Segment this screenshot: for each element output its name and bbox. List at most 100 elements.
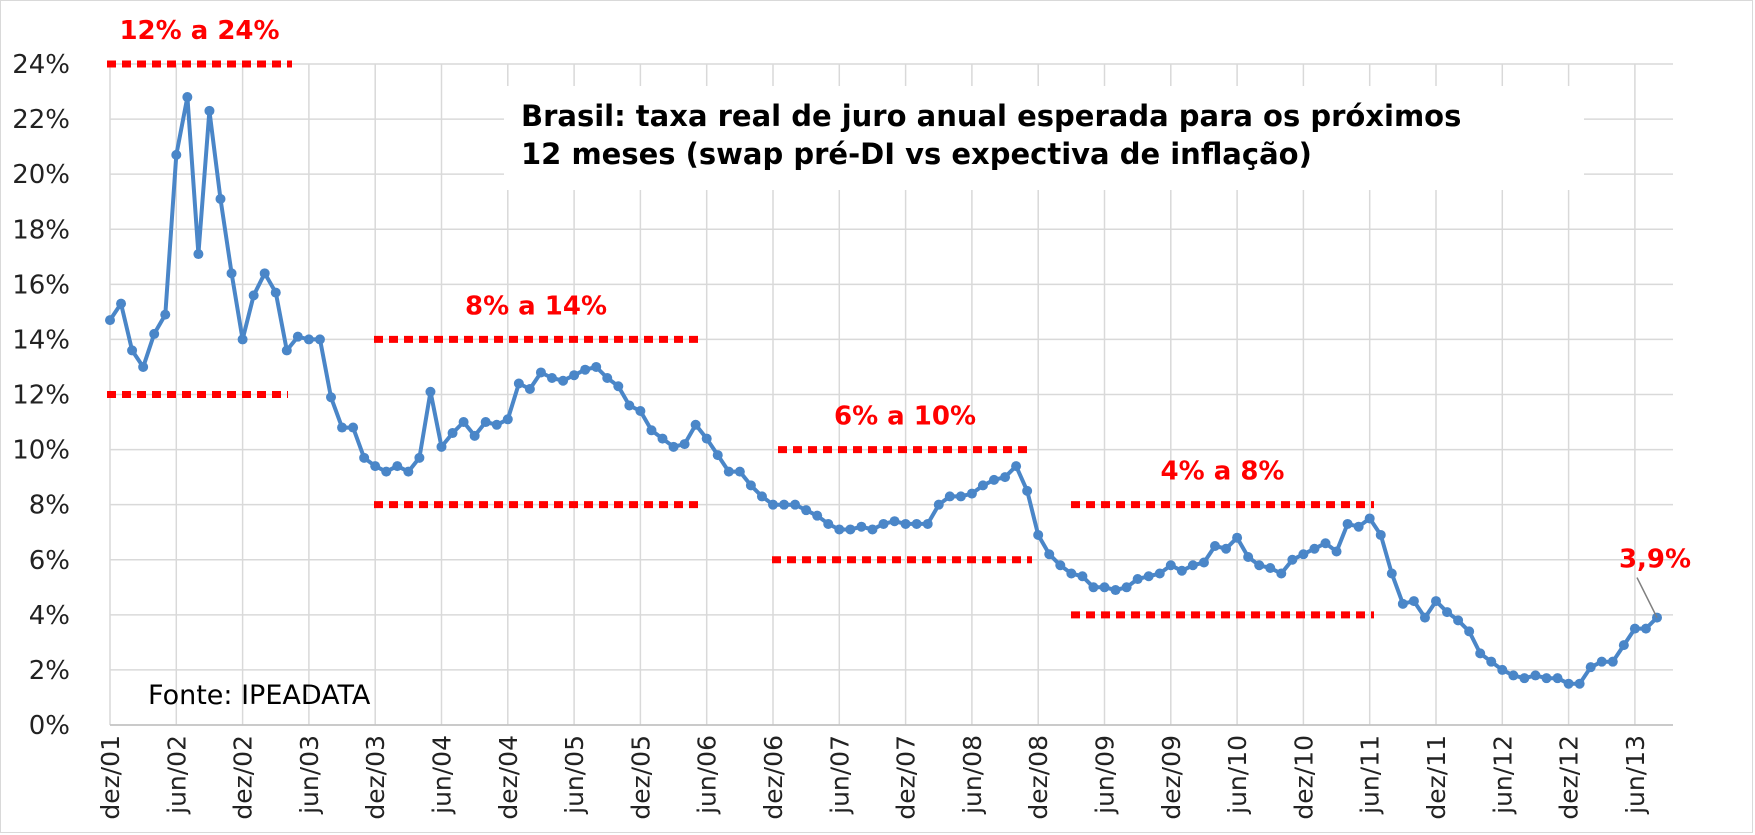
data-point <box>790 499 801 510</box>
band-label: 8% a 14% <box>465 291 607 321</box>
data-point <box>1375 529 1386 540</box>
data-point <box>1497 664 1508 675</box>
y-tick-label: 24% <box>12 50 70 80</box>
chart-title-line-2: 12 meses (swap pré-DI vs expectiva de in… <box>521 137 1312 171</box>
data-point <box>480 417 491 428</box>
data-point <box>1143 571 1154 582</box>
data-point <box>491 419 502 430</box>
data-point <box>856 521 867 532</box>
data-point <box>326 392 336 403</box>
data-point <box>657 433 668 444</box>
data-point <box>1221 543 1232 554</box>
y-tick-label: 18% <box>12 215 70 245</box>
data-point <box>1011 461 1022 472</box>
data-point <box>281 345 292 356</box>
x-tick-label: dez/08 <box>1024 735 1053 820</box>
x-tick-label: dez/11 <box>1422 735 1451 820</box>
data-point <box>1397 598 1408 609</box>
data-point <box>1210 540 1220 551</box>
data-point <box>502 414 513 425</box>
y-tick-label: 20% <box>12 160 70 190</box>
data-point <box>1243 551 1254 562</box>
data-point <box>1607 656 1618 667</box>
data-point <box>591 361 602 372</box>
data-point <box>1033 529 1044 540</box>
data-point <box>116 298 127 309</box>
x-tick-label: jun/03 <box>295 735 324 815</box>
y-tick-label: 16% <box>12 270 70 300</box>
y-tick-label: 12% <box>12 381 70 411</box>
data-point <box>1187 560 1198 571</box>
band-label: 6% a 10% <box>834 402 976 432</box>
y-tick-label: 4% <box>29 601 70 631</box>
x-tick-label: jun/10 <box>1223 735 1252 815</box>
data-point <box>580 364 591 375</box>
series-layer <box>105 92 1662 689</box>
x-tick-label: jun/07 <box>825 735 854 815</box>
data-point <box>933 499 944 510</box>
data-point <box>1176 565 1187 576</box>
data-point <box>1055 560 1066 571</box>
data-point <box>524 383 535 394</box>
data-point <box>1000 472 1011 483</box>
data-point <box>878 518 889 529</box>
data-point <box>668 441 679 452</box>
data-point <box>1541 673 1552 684</box>
data-point <box>1254 560 1265 571</box>
data-point <box>1099 582 1110 593</box>
data-point <box>1453 615 1464 626</box>
data-point <box>270 287 281 298</box>
data-point <box>303 334 314 345</box>
data-point <box>1044 549 1055 560</box>
x-tick-label: dez/01 <box>96 735 125 820</box>
data-point <box>1596 656 1607 667</box>
data-point <box>911 518 922 529</box>
data-point <box>425 386 436 397</box>
y-tick-label: 8% <box>29 491 70 521</box>
data-point <box>768 499 778 510</box>
source-note: Fonte: IPEADATA <box>148 680 371 711</box>
data-point <box>756 491 767 502</box>
data-point <box>1287 554 1298 565</box>
data-point <box>138 361 149 372</box>
data-point <box>779 499 790 510</box>
data-point <box>701 433 712 444</box>
title-background <box>504 86 1584 190</box>
y-axis-ticks: 0% 2% 4% 6% 8% 10% 12% 14% 16% 18% 20% 22% 24% <box>12 50 70 741</box>
x-tick-label: jun/12 <box>1488 735 1517 815</box>
data-point <box>834 524 845 535</box>
x-tick-label: dez/03 <box>361 735 390 820</box>
data-point <box>1563 678 1574 689</box>
data-point <box>1066 568 1077 579</box>
annotation-layer: 3,9% <box>1619 545 1691 618</box>
x-tick-label: jun/06 <box>693 735 722 815</box>
data-point <box>1585 662 1596 673</box>
x-tick-label: jun/05 <box>560 735 589 815</box>
x-tick-label: dez/02 <box>229 735 258 820</box>
data-point <box>1419 612 1430 623</box>
data-point <box>1408 596 1419 607</box>
data-point <box>381 466 392 477</box>
data-point <box>1077 571 1088 582</box>
data-point <box>458 417 469 428</box>
data-point <box>635 406 646 417</box>
data-point <box>1088 582 1099 593</box>
data-point <box>1265 563 1276 574</box>
data-point <box>812 510 823 521</box>
data-point <box>646 425 657 436</box>
data-point <box>712 450 723 461</box>
data-point <box>1618 640 1629 651</box>
grid-layer <box>109 63 1673 726</box>
data-point <box>1022 485 1033 496</box>
data-point <box>259 268 270 279</box>
band-layer: 12% a 24% 8% a 14% 6% a 10% 4% a 8% <box>107 16 1374 619</box>
x-tick-label: dez/10 <box>1289 735 1318 820</box>
data-point <box>292 331 303 342</box>
data-point <box>1475 648 1486 659</box>
data-point <box>734 466 745 477</box>
data-point <box>337 422 348 433</box>
data-point <box>989 474 999 485</box>
data-point <box>447 428 458 439</box>
data-point <box>547 372 557 383</box>
